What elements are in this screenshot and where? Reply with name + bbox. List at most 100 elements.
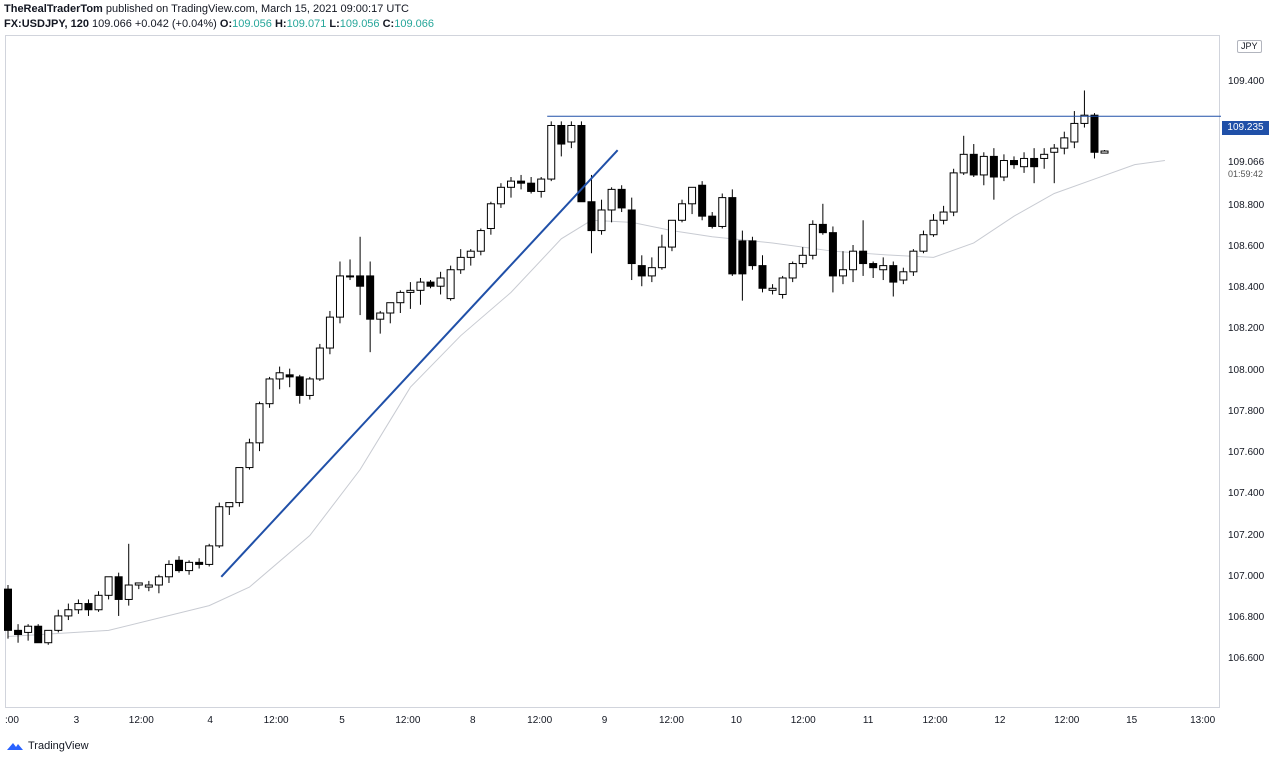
price-tick-label: 108.600 (1228, 241, 1265, 253)
candle-body (94, 594, 103, 611)
candle-body (245, 442, 254, 469)
candle-body (1100, 150, 1109, 154)
candle-body (426, 281, 435, 287)
candle-body (225, 502, 234, 508)
price-tick-label: 107.000 (1228, 570, 1265, 582)
candle-body (768, 287, 777, 291)
time-tick-label: 12:00 (658, 715, 684, 726)
symbol-label[interactable]: FX:USDJPY, 120 (4, 18, 89, 30)
time-tick-label: 12:00 (395, 715, 421, 726)
candle-body (275, 372, 284, 380)
candle-body (738, 240, 747, 275)
candle-body (879, 265, 888, 271)
candle-body (537, 178, 546, 192)
price-tick-label: 109.400 (1228, 76, 1265, 88)
candle-body (325, 316, 334, 349)
level-price-tag: 109.235 (1222, 121, 1269, 135)
candle-body (969, 153, 978, 176)
candle-body (24, 625, 33, 633)
candle-body (1010, 160, 1018, 166)
time-axis[interactable]: :00 3 12:00 4 12:00 5 12:00 8 12:00 9 12:00 10 12:00… (5, 709, 1220, 733)
chart-header: TheRealTraderTom published on TradingVie… (4, 2, 434, 32)
price-tick-label: 108.000 (1228, 364, 1265, 376)
candle-body (466, 250, 475, 258)
candle-body (124, 584, 133, 600)
candle-body (557, 124, 566, 145)
candle-body (436, 277, 445, 287)
time-tick-label: 10 (730, 715, 742, 726)
candle-body (386, 302, 395, 314)
candle-body (818, 223, 827, 234)
time-tick-label: 12:00 (263, 715, 289, 726)
candle-body (517, 180, 526, 184)
candle-body (567, 124, 576, 143)
candle-body (718, 197, 727, 227)
candle-body (205, 545, 214, 565)
candle-body (708, 215, 717, 227)
footer-brand[interactable]: TradingView (6, 740, 89, 752)
candle-body (486, 203, 495, 230)
time-tick-label: 5 (339, 715, 345, 726)
time-tick-label: 15 (1126, 715, 1138, 726)
candle-body (416, 281, 425, 291)
price-tick-label: 108.800 (1228, 199, 1265, 211)
candle-body (1030, 157, 1039, 168)
candle-body (838, 269, 847, 277)
candle-body (84, 603, 93, 611)
candle-body (678, 203, 687, 221)
price-tick-label: 106.800 (1228, 611, 1265, 623)
candle-body (989, 155, 998, 178)
candle-body (164, 563, 173, 578)
candle-body (1060, 137, 1069, 149)
candle-body (255, 403, 264, 444)
candle-body (688, 186, 697, 205)
bar-countdown: 01:59:42 (1228, 169, 1264, 179)
candle-body (798, 254, 807, 265)
price-tick-label: 107.600 (1228, 447, 1265, 459)
candle-body (607, 188, 616, 211)
candle-body (376, 312, 385, 320)
candle-body (577, 124, 586, 203)
candle-body (366, 275, 375, 320)
time-tick-label: 9 (601, 715, 608, 726)
candle-body (698, 184, 707, 217)
candle-body (446, 269, 455, 300)
candle-body (265, 378, 274, 405)
candle-body (587, 201, 596, 232)
candle-body (114, 576, 123, 600)
candle-body (758, 265, 767, 289)
author-name[interactable]: TheRealTraderTom (4, 3, 103, 15)
candle-body (335, 275, 344, 318)
close-value: 109.066 (394, 18, 434, 30)
candle-body (185, 561, 194, 572)
candle-body (1050, 147, 1059, 153)
moving-average-line (7, 160, 1165, 638)
time-tick-label: 12:00 (1054, 715, 1080, 726)
candle-body (597, 209, 606, 232)
price-axis[interactable]: 106.600 106.800 107.000 107.200 107.400 107.6… (1221, 35, 1280, 708)
candle-body (507, 180, 515, 188)
time-tick-label: 12:00 (128, 715, 154, 726)
candle-body (285, 374, 294, 378)
candle-body (1020, 157, 1029, 168)
open-value: 109.056 (232, 18, 272, 30)
price-tick-label: 108.400 (1228, 282, 1265, 294)
candle-body (1090, 114, 1099, 153)
price-tick-label: 107.400 (1228, 488, 1265, 500)
candle-body (4, 588, 12, 631)
candle-body (859, 250, 868, 265)
candle-body (667, 219, 676, 248)
candle-body (788, 263, 797, 279)
candle-body (315, 347, 324, 380)
high-label: H: (274, 18, 287, 30)
candle-body (527, 182, 536, 192)
candle-body (154, 576, 163, 586)
candle-body (14, 629, 23, 635)
plot-area[interactable] (5, 35, 1220, 708)
candle-body (1080, 114, 1089, 124)
candle-body (195, 561, 204, 565)
candle-body (929, 219, 938, 236)
candle-body (1070, 122, 1079, 143)
candle-body (496, 186, 505, 205)
